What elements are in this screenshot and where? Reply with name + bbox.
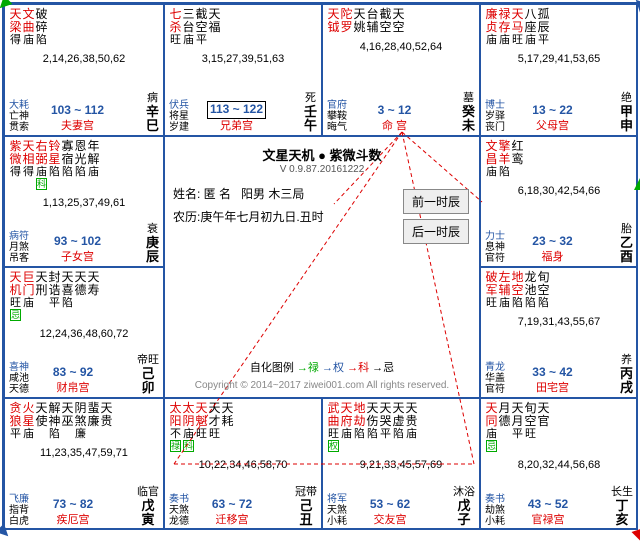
palace-cell: 太阳不禄太阴庙科天魁旺天才旺天耗10,22,34,46,58,70奏书天煞龙德6…: [164, 398, 322, 530]
name-label: 姓名: 匿 名: [173, 187, 231, 201]
copyright: Copyright © 2014~2017 ziwei001.com All r…: [165, 380, 479, 391]
legend: 自化图例 →禄 →权 →科 →忌: [165, 359, 479, 375]
center-panel: 文星天机 ● 紫微斗数 V 0.9.87.20161222 姓名: 匿 名 阳男…: [164, 136, 480, 398]
palace-cell: 紫微得天相得右弼庙科铃星陷寡宿陷恩光陷年解庙1,13,25,37,49,61病符…: [4, 136, 164, 267]
palace-cell: 破军旺左辅庙地空陷龙池陷旬空陷7,19,31,43,55,67青龙华盖官符33 …: [480, 267, 638, 398]
palace-cell: 天梁得文曲庙破碎陷2,14,26,38,50,62大耗亡神贯索103 ~ 112…: [4, 4, 164, 136]
palace-cell: 天同庙忌月德天月平旬空旺天官8,20,32,44,56,68奏书劫煞小耗43 ~…: [480, 398, 638, 530]
gender-ju: 阳男 木三局: [241, 187, 304, 201]
next-hour-button[interactable]: 后一时辰: [403, 219, 469, 244]
palace-cell: 七杀旺三台庙截空平天福3,15,27,39,51,63伏兵将星岁建113 ~ 1…: [164, 4, 322, 136]
palace-cell: 文昌庙擎羊陷红鸾6,18,30,42,54,66力士息神官符23 ~ 32福身胎…: [480, 136, 638, 267]
palace-cell: 廉贞庙禄存庙天马旺八座庙孤辰平5,17,29,41,53,65博士岁驿丧门13 …: [480, 4, 638, 136]
palace-cell: 贪狼平火星庙天使解神陷天巫阴煞廉蜚廉天贵11,23,35,47,59,71飞廉指…: [4, 398, 164, 530]
palace-cell: 天机旺忌巨门庙天刑封诰平天喜陷天德天寿12,24,36,48,60,72喜神咸池…: [4, 267, 164, 398]
palace-cell: 武曲旺权天府庙地劫陷天伤陷天哭平天虚陷天贵庙9,21,33,45,57,69将军…: [322, 398, 480, 530]
prev-hour-button[interactable]: 前一时辰: [403, 189, 469, 214]
palace-cell: 天钺陀罗天姚台辅截空天空4,16,28,40,52,64官府攀鞍晦气3 ~ 12…: [322, 4, 480, 136]
app-title: 文星天机 ● 紫微斗数: [173, 145, 471, 164]
ziwei-chart: 天梁得文曲庙破碎陷2,14,26,38,50,62大耗亡神贯索103 ~ 112…: [2, 2, 638, 530]
arrow-icon: [634, 178, 640, 190]
app-version: V 0.9.87.20161222: [173, 164, 471, 175]
